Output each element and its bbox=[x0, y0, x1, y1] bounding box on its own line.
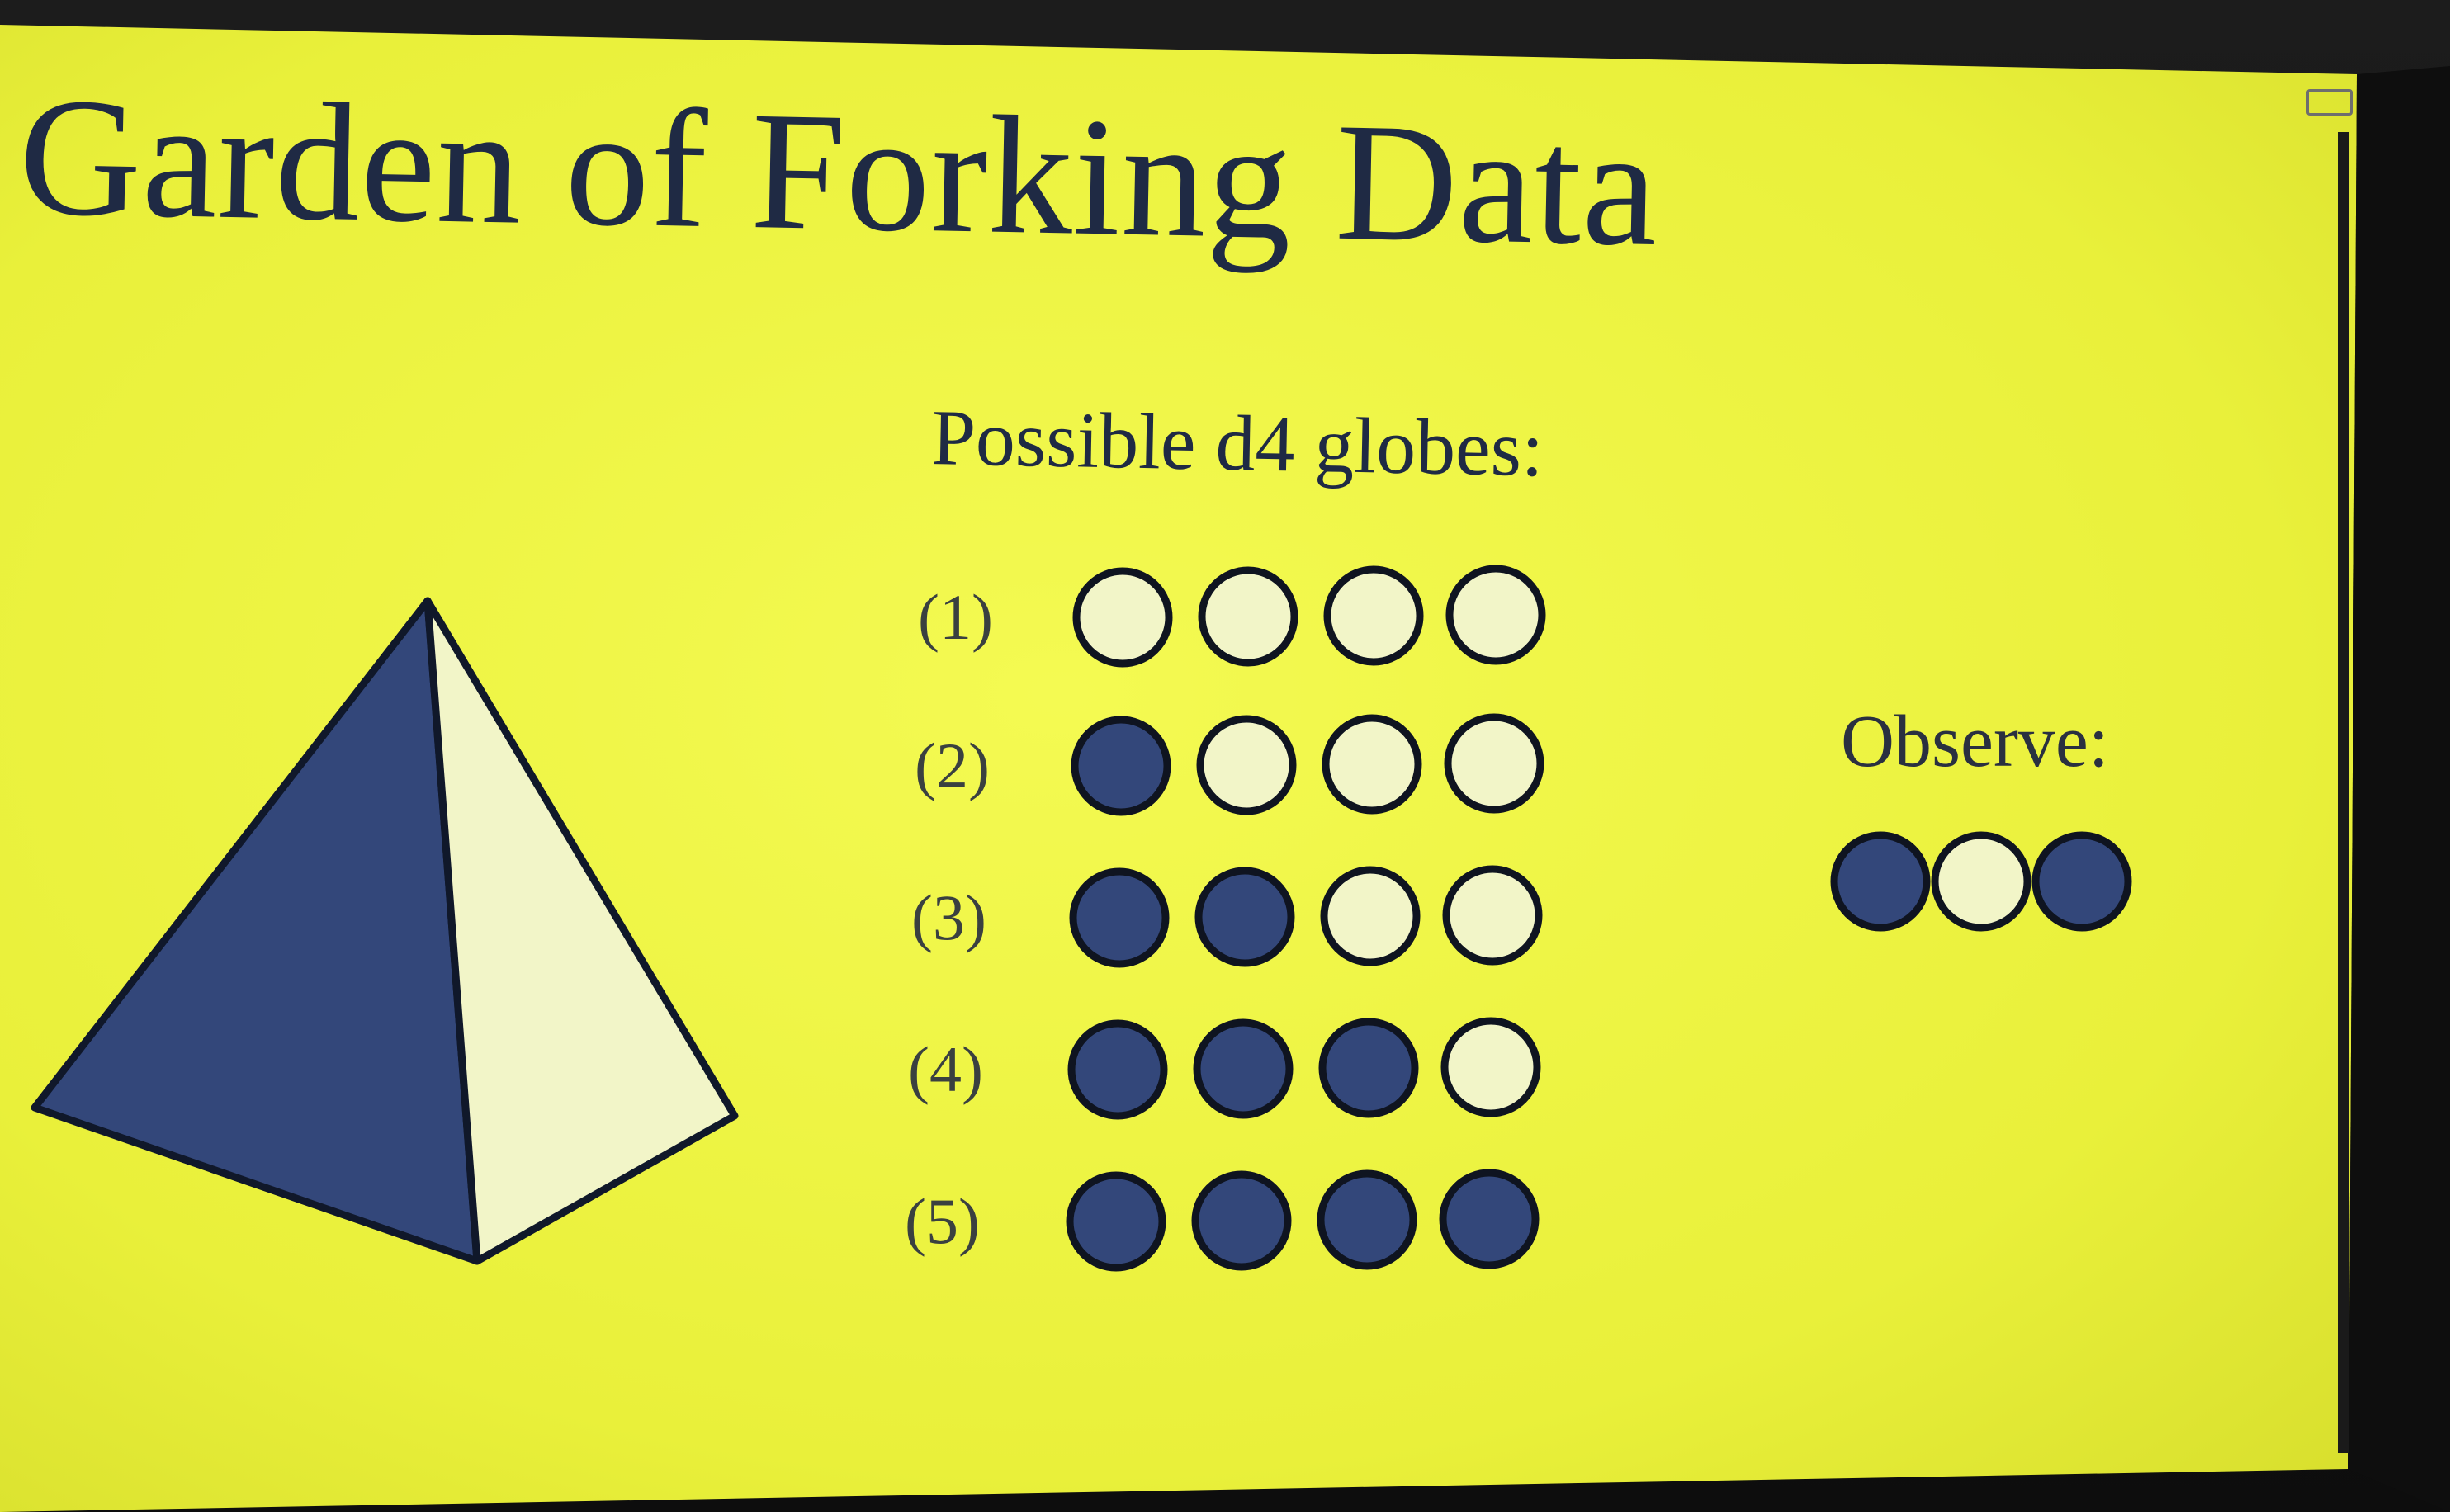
possible-globes-list: (1) (2) (3) (4) (5) bbox=[905, 565, 1546, 1272]
blue-marble bbox=[1066, 1171, 1166, 1272]
blue-marble bbox=[1194, 867, 1295, 967]
globe-row-label: (1) bbox=[918, 581, 993, 653]
globe-row: (4) bbox=[908, 1017, 1541, 1120]
white-marble bbox=[1445, 565, 1546, 665]
white-marble bbox=[1440, 1017, 1541, 1117]
blue-marble bbox=[1193, 1018, 1294, 1119]
globe-row-label: (2) bbox=[915, 730, 990, 801]
observed-white-marble bbox=[1931, 831, 2031, 932]
blue-marble bbox=[1318, 1018, 1419, 1118]
globe-row-label: (3) bbox=[911, 881, 986, 953]
globe-row: (1) bbox=[918, 565, 1546, 668]
blue-marble bbox=[1439, 1169, 1540, 1269]
white-marble bbox=[1196, 715, 1297, 815]
tetrahedron-white-face bbox=[423, 597, 739, 1265]
white-marble bbox=[1323, 565, 1424, 666]
monitor-right-edge bbox=[2348, 66, 2450, 1512]
observation-sequence bbox=[1830, 831, 2132, 932]
blue-marble bbox=[1067, 1019, 1168, 1120]
observe-label: Observe: bbox=[1841, 701, 2109, 782]
observed-blue-marble bbox=[1830, 831, 1931, 932]
globe-row-label: (4) bbox=[908, 1033, 983, 1105]
blue-marble bbox=[1317, 1169, 1417, 1270]
globes-heading: Possible d4 globes: bbox=[931, 393, 1544, 493]
globe-row: (5) bbox=[905, 1169, 1540, 1272]
blue-marble bbox=[1071, 716, 1171, 816]
white-marble bbox=[1442, 865, 1543, 966]
tetrahedron-illustration bbox=[31, 597, 739, 1265]
globe-row: (3) bbox=[911, 865, 1543, 968]
white-marble bbox=[1444, 713, 1544, 814]
slide-title: Garden of Forking Data bbox=[17, 63, 1660, 281]
observed-blue-marble bbox=[2031, 831, 2132, 932]
white-marble bbox=[1198, 566, 1298, 667]
globe-row-label: (5) bbox=[905, 1185, 980, 1257]
white-marble bbox=[1322, 714, 1422, 815]
monitor-stand-shadow bbox=[2338, 132, 2349, 1453]
globe-row: (2) bbox=[915, 713, 1544, 816]
white-marble bbox=[1072, 567, 1173, 668]
white-marble bbox=[1320, 866, 1421, 966]
blue-marble bbox=[1069, 867, 1170, 968]
monitor-brand-badge bbox=[2306, 89, 2353, 116]
blue-marble bbox=[1191, 1170, 1292, 1271]
